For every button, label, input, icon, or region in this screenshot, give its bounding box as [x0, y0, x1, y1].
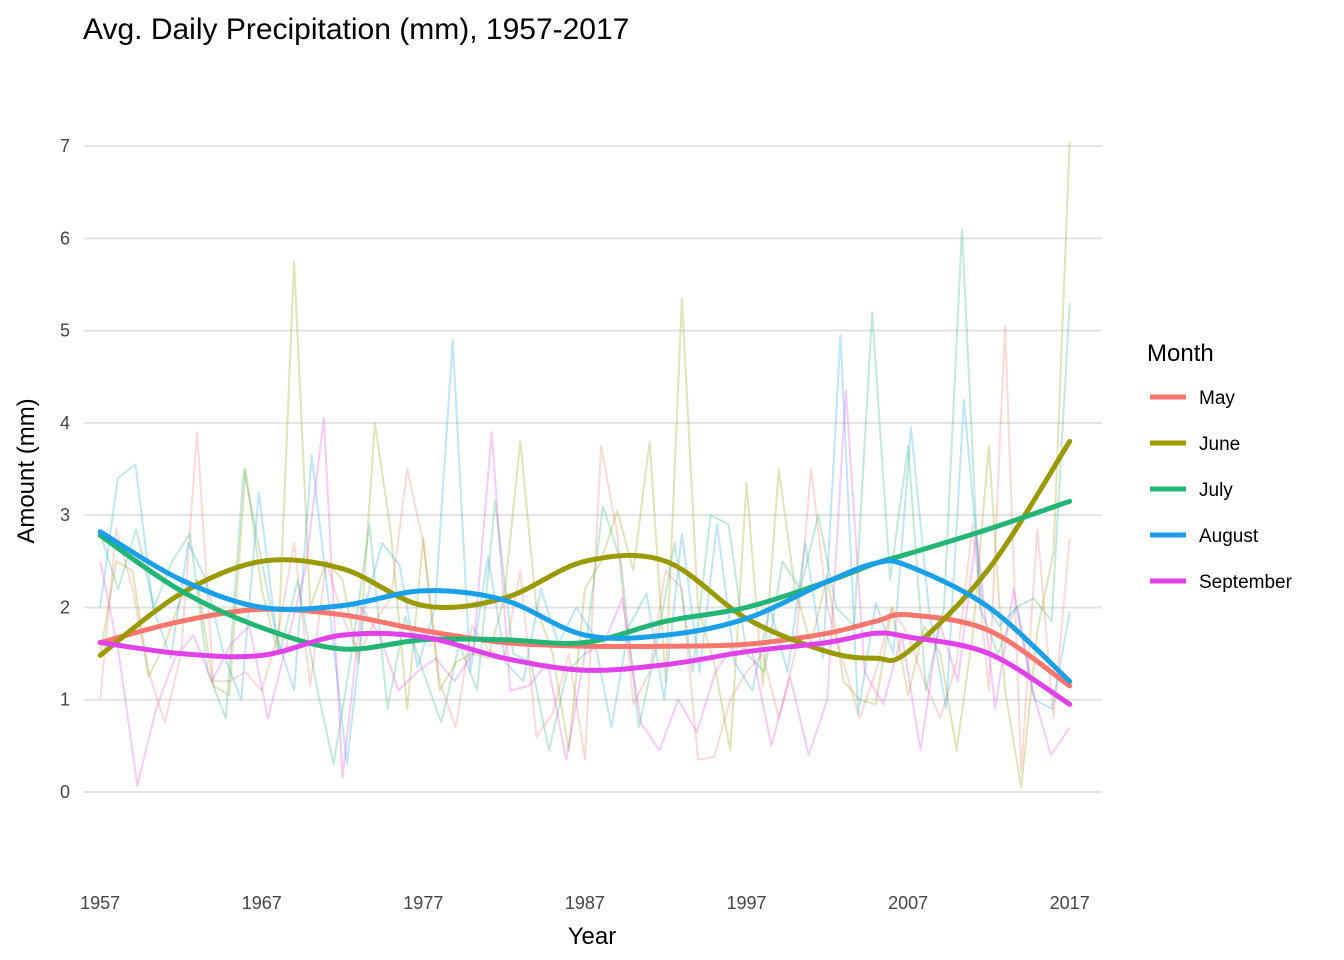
x-tick-label: 1957	[80, 893, 120, 913]
smoothed-trend-lines	[97, 438, 1073, 707]
raw-line-june	[99, 141, 1071, 789]
trend-line-august	[97, 529, 1073, 684]
x-tick-label: 1997	[726, 893, 766, 913]
chart-title: Avg. Daily Precipitation (mm), 1957-2017	[83, 13, 629, 46]
y-tick-label: 2	[60, 597, 70, 617]
x-tick-label: 1967	[242, 893, 282, 913]
x-axis-ticks: 1957 1967 1977 1987 1997 2007 2017	[80, 893, 1090, 913]
y-tick-label: 5	[60, 321, 70, 341]
legend-title: Month	[1147, 340, 1214, 367]
raw-line-july	[99, 228, 1071, 766]
legend-label-july: July	[1199, 480, 1233, 501]
trend-line-june	[97, 438, 1073, 664]
x-tick-label: 1977	[403, 893, 443, 913]
raw-line-august	[99, 334, 1071, 766]
y-tick-label: 1	[60, 690, 70, 710]
x-tick-label: 1987	[565, 893, 605, 913]
x-tick-label: 2017	[1050, 893, 1090, 913]
y-tick-label: 0	[60, 782, 70, 802]
legend: Month May June July August September	[1147, 340, 1293, 593]
y-axis-ticks: 0 1 2 3 4 5 6 7	[60, 136, 70, 802]
y-axis-title: Amount (mm)	[13, 398, 40, 543]
x-axis-title: Year	[568, 923, 617, 950]
y-tick-label: 7	[60, 136, 70, 156]
grid-lines	[84, 145, 1102, 793]
raw-line-september	[99, 389, 1071, 787]
legend-label-august: August	[1199, 526, 1259, 547]
trend-line-september	[97, 630, 1073, 707]
legend-label-may: May	[1199, 388, 1235, 409]
y-tick-label: 3	[60, 505, 70, 525]
x-tick-label: 2007	[888, 893, 928, 913]
y-tick-label: 4	[60, 413, 70, 433]
y-tick-label: 6	[60, 228, 70, 248]
legend-label-june: June	[1199, 434, 1240, 455]
legend-label-september: September	[1199, 572, 1293, 593]
